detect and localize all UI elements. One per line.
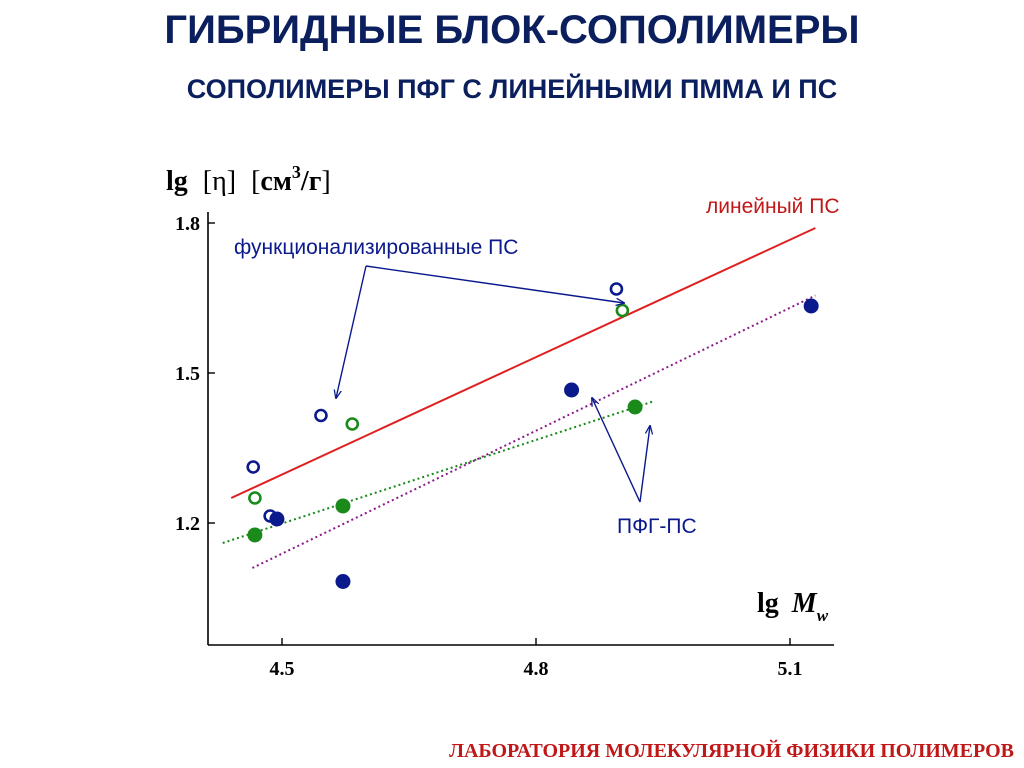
- arrow-to-pfg-right: [639, 426, 650, 503]
- page-title: ГИБРИДНЫЕ БЛОК-СОПОЛИМЕРЫ: [164, 8, 860, 52]
- y-label-eta: η: [212, 166, 227, 197]
- y-label-exp: 3: [292, 162, 301, 182]
- line-green_fit: [222, 400, 654, 544]
- annotation-linear-ps: линейный ПС: [706, 195, 840, 218]
- point-filled_green-2: [627, 399, 643, 415]
- point-filled_navy-2: [564, 382, 580, 398]
- arrow-to-functionalized-left: [336, 265, 367, 398]
- callout-arrows: [336, 265, 650, 503]
- y-label-prefix: lg: [166, 166, 188, 197]
- x-label-sub: w: [817, 606, 829, 625]
- x-axis-label: lg Mw: [757, 588, 829, 625]
- y-label-unit: см: [260, 166, 292, 197]
- page-subtitle: СОПОЛИМЕРЫ ПФГ С ЛИНЕЙНЫМИ ПММА И ПС: [186, 74, 838, 104]
- axes: [207, 212, 834, 646]
- y-axis-label: lg [η] [см3/г]: [166, 162, 331, 197]
- y-tick-label-2: 1.8: [175, 213, 200, 235]
- point-open_green-1: [345, 417, 360, 431]
- x-tick-label-2: 5.1: [778, 658, 803, 680]
- point-filled_navy-1: [335, 574, 351, 589]
- point-filled_green-0: [247, 527, 263, 543]
- point-open_green-0: [248, 491, 262, 505]
- footer-lab-name: ЛАБОРАТОРИЯ МОЛЕКУЛЯРНОЙ ФИЗИКИ ПОЛИМЕРО…: [449, 740, 1014, 762]
- point-open_green-2: [615, 303, 630, 318]
- annotation-functionalized: функционализированные ПС: [234, 236, 518, 259]
- point-open_navy-2: [314, 408, 328, 423]
- point-open_navy-0: [246, 460, 261, 474]
- line-pfg_ps_fit: [251, 294, 816, 569]
- x-tick-label-1: 4.8: [524, 658, 549, 680]
- arrow-to-functionalized-right: [365, 265, 624, 303]
- arrow-to-pfg-left: [592, 398, 641, 503]
- point-filled_green-1: [335, 498, 351, 514]
- x-label-main: lg: [757, 588, 779, 619]
- data-points: [246, 282, 819, 589]
- point-filled_navy-3: [803, 298, 819, 314]
- y-tick-label-1: 1.5: [175, 363, 200, 385]
- point-open_navy-3: [609, 282, 624, 296]
- x-label-italic: M: [791, 588, 818, 619]
- annotation-pfg-ps: ПФГ-ПС: [617, 515, 697, 538]
- line-linear_ps: [230, 227, 816, 499]
- y-tick-label-0: 1.2: [175, 513, 200, 535]
- fit-lines: [222, 227, 816, 569]
- y-label-unit-post: /г: [300, 166, 322, 197]
- point-filled_navy-0: [269, 511, 285, 527]
- x-tick-label-0: 4.5: [270, 658, 295, 680]
- ticks: 4.5 4.8 5.1 1.2 1.5 1.8: [175, 213, 803, 680]
